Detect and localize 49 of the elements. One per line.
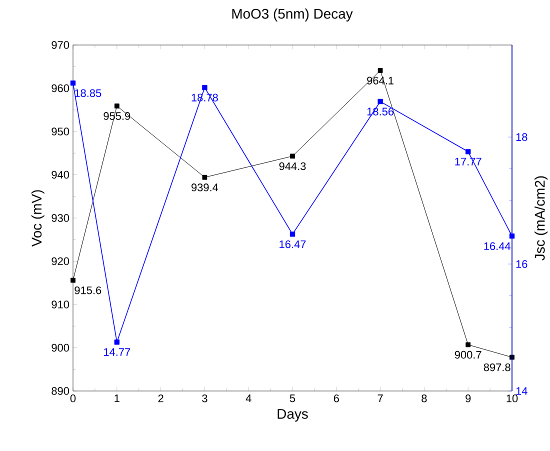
- y-axis-title: Voc (mV): [31, 190, 44, 247]
- x-tick-label: 8: [422, 394, 427, 402]
- y-tick-label: 920: [52, 257, 70, 266]
- point: [114, 340, 120, 345]
- x-tick-label: 2: [158, 394, 164, 402]
- y-tick-label: 910: [52, 300, 70, 308]
- y-tick-label: 930: [52, 214, 70, 222]
- y-tick-label: 890: [52, 387, 70, 395]
- data-label: 897.8: [484, 363, 510, 372]
- y-tick-label: 950: [52, 128, 70, 136]
- point: [466, 342, 471, 348]
- data-label: 900.7: [454, 350, 482, 359]
- data-label: 18.85: [75, 89, 102, 98]
- x-tick-label: 9: [466, 394, 471, 402]
- data-label: 14.77: [104, 348, 130, 356]
- point: [509, 234, 515, 239]
- data-label: 915.6: [74, 286, 102, 294]
- x-tick-label: 3: [202, 394, 208, 402]
- chart-title: MoO3 (5nm) Decay: [232, 8, 353, 22]
- y-tick-label: 900: [52, 344, 70, 352]
- data-label: 16.47: [280, 240, 306, 248]
- x-tick-label: 1: [114, 394, 120, 402]
- point: [70, 80, 76, 86]
- y-tick-label: 970: [52, 41, 70, 49]
- x-tick-label: 4: [246, 394, 252, 402]
- point: [202, 84, 208, 90]
- x-tick-label: 0: [70, 394, 76, 402]
- point: [378, 98, 383, 104]
- point: [70, 278, 76, 283]
- data-label: 939.4: [192, 184, 218, 192]
- y2-tick-label: 14: [516, 387, 528, 395]
- x-tick-label: 6: [334, 394, 339, 402]
- x-tick-label: 5: [290, 394, 296, 402]
- y2-tick-label: 18: [516, 133, 528, 141]
- data-label: 944.3: [279, 162, 306, 170]
- point: [114, 104, 120, 108]
- data-label: 16.44: [484, 242, 510, 250]
- point: [290, 232, 296, 237]
- point: [290, 154, 295, 159]
- y2-tick-label: 16: [516, 260, 528, 268]
- x-tick-label: 7: [378, 394, 383, 402]
- x-axis-title: Days: [278, 409, 308, 422]
- y-tick-label: 960: [52, 84, 70, 92]
- x-tick-label: 10: [506, 394, 518, 402]
- y-tick-label: 940: [52, 170, 70, 179]
- point: [466, 149, 471, 154]
- point: [202, 174, 208, 180]
- point: [378, 68, 383, 73]
- y2-axis-title: Jsc (mA/cm2): [534, 176, 548, 260]
